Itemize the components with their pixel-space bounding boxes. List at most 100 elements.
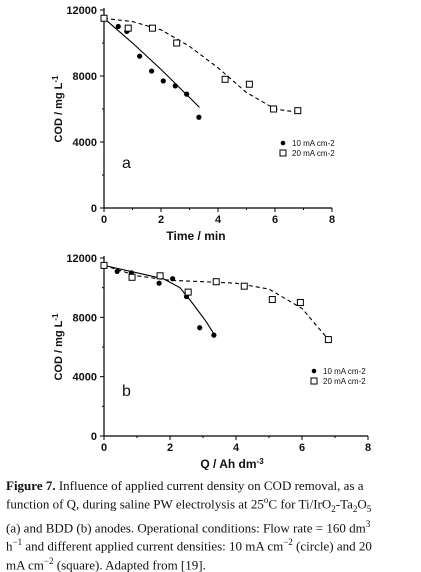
data-point [268, 296, 276, 304]
caption-line: Figure 7. Influence of applied current d… [6, 478, 416, 493]
y-tick-label: 12000 [66, 253, 97, 265]
caption-text: Figure 7. [6, 478, 56, 493]
y-axis-title-text: COD / mg L [53, 320, 65, 380]
data-point [173, 39, 181, 47]
legend-marker [310, 377, 318, 385]
legend: 10 mA cm-220 mA cm-2 [279, 139, 335, 158]
caption-text: and different applied current densities:… [22, 538, 284, 554]
x-axis-title-text: Time / min [166, 229, 225, 243]
x-tick-label: 0 [101, 442, 107, 454]
fit-line [103, 17, 298, 113]
data-point [212, 278, 220, 286]
legend-marker [279, 149, 287, 157]
y-axis-title-text: COD / mg L [53, 82, 65, 142]
data-point [270, 105, 278, 113]
y-tick-label: 4000 [73, 372, 97, 384]
y-axis-title: COD / mg L-1 [51, 313, 65, 381]
legend-label: 20 mA cm-2 [292, 149, 335, 158]
data-point [196, 114, 202, 120]
x-tick-label: 4 [233, 442, 240, 454]
caption-line: h−1 and different applied current densit… [6, 535, 416, 553]
legend-label: 10 mA cm-2 [292, 139, 335, 148]
data-point [221, 75, 229, 83]
y-tick-label: 8000 [73, 71, 97, 83]
data-point [114, 268, 120, 274]
x-tick-label: 8 [329, 214, 335, 226]
chart-panel-a: 0 2 4 6 8 0 4000 8000 12000 COD / mg L-1 Time / mi… [51, 5, 335, 243]
y-tick-label: 0 [91, 431, 97, 443]
caption-text: 2 [352, 503, 358, 514]
x-tick-label: 2 [158, 214, 164, 226]
x-tick-label: 4 [215, 214, 222, 226]
y-axis-title-sup: -1 [51, 313, 60, 321]
panel-label: a [122, 155, 131, 172]
caption-text: 5 [366, 503, 372, 514]
caption-text: O [357, 496, 367, 512]
caption-text: (square). Adapted from [19]. [53, 556, 206, 572]
data-point [124, 24, 132, 32]
data-point [211, 332, 217, 338]
chart-panel-b: 0 2 4 6 8 0 4000 8000 12000 COD / mg L-1 Q / Ah dm… [51, 253, 371, 470]
caption-text: o [263, 495, 269, 505]
fit-line [103, 264, 216, 336]
data-point [148, 68, 155, 74]
caption-text: −2 [283, 537, 293, 548]
caption-text: 3 [365, 518, 371, 529]
fit-line [103, 264, 329, 340]
data-point [245, 80, 253, 88]
x-axis-title: Time / min [166, 229, 225, 243]
x-axis-title: Q / Ah dm-3 [200, 457, 264, 470]
caption-line: (a) and BDD (b) anodes. Operational cond… [6, 517, 416, 535]
data-point [160, 78, 166, 84]
x-tick-label: 6 [272, 214, 278, 226]
data-point [294, 107, 302, 115]
caption-text: Influence of applied current density on … [55, 478, 364, 493]
caption-text: -Ta [335, 496, 353, 512]
data-point [156, 272, 164, 280]
caption-text: mA cm [6, 556, 44, 572]
y-tick-label: 12000 [66, 5, 97, 17]
y-axis-title-sup: -1 [51, 75, 60, 83]
legend-label: 10 mA cm-2 [323, 367, 366, 376]
caption-text: −1 [12, 537, 23, 548]
data-point [100, 14, 108, 22]
y-tick-label: 0 [91, 203, 97, 215]
caption-line: function of Q, during saline PW electrol… [6, 493, 416, 517]
x-tick-label: 2 [167, 442, 173, 454]
caption-text: h [6, 538, 13, 554]
data-point [137, 53, 143, 59]
x-tick-label: 8 [365, 442, 371, 454]
data-point [197, 325, 203, 331]
caption-text: −2 [43, 555, 54, 566]
data-point [100, 261, 108, 269]
caption-text: (circle) and 20 [292, 538, 372, 554]
legend-label: 20 mA cm-2 [323, 377, 366, 386]
caption-text: function of Q, during saline PW electrol… [6, 496, 264, 512]
fit-line [103, 17, 200, 108]
figure-caption: Figure 7. Influence of applied current d… [6, 478, 416, 572]
data-point [324, 336, 332, 344]
data-point [240, 282, 248, 290]
x-axis-title-sup: -3 [257, 457, 265, 466]
data-point [184, 91, 190, 97]
y-tick-label: 8000 [73, 312, 97, 324]
legend-marker [311, 368, 317, 374]
x-tick-label: 0 [101, 214, 107, 226]
caption-text: C for Ti/IrO [268, 496, 332, 512]
data-point [172, 83, 178, 89]
caption-line: mA cm−2 (square). Adapted from [19]. [6, 554, 416, 572]
legend-marker [280, 140, 286, 146]
data-point [128, 273, 136, 281]
data-point [296, 299, 304, 306]
caption-text: 2 [331, 503, 336, 514]
series-20mA [100, 14, 302, 115]
y-tick-label: 4000 [73, 137, 97, 149]
x-axis-title-text: Q / Ah dm [200, 457, 256, 470]
panel-label: b [122, 383, 131, 400]
data-point [184, 288, 192, 296]
series-20mA [100, 261, 332, 344]
y-axis-title: COD / mg L-1 [51, 75, 65, 143]
legend: 10 mA cm-220 mA cm-2 [310, 367, 366, 386]
x-tick-label: 6 [299, 442, 305, 454]
